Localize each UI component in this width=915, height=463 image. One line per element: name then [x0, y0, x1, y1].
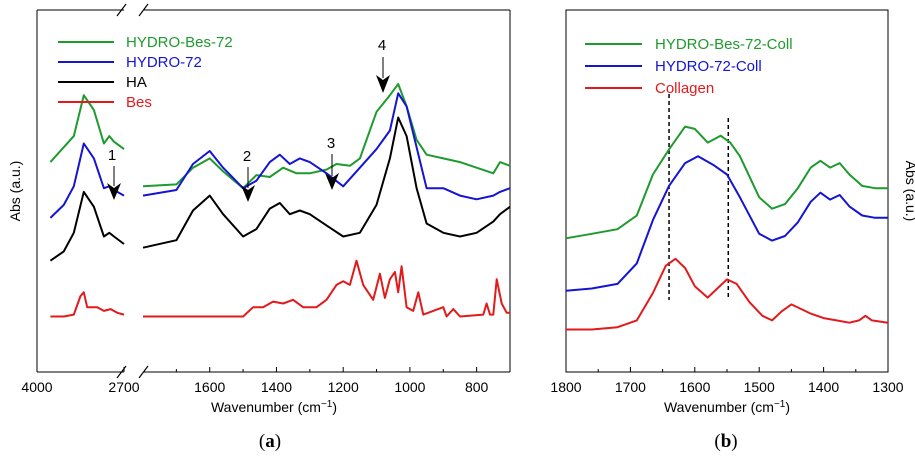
panel-b-tick-label: 1300: [872, 379, 903, 395]
panel-a-ylabel: Abs (a.u.): [7, 161, 23, 222]
panel-b-chart: 1800 1700 1600 1500 1400 1300 Wavenumber (cm−…: [550, 9, 915, 415]
axis-break-mark-top-2: [138, 3, 149, 17]
annotation-label-2: 2: [243, 148, 251, 165]
panel-b-tick-label: 1800: [550, 379, 581, 395]
panel-b-series: [565, 125, 889, 331]
axis-break-mark-bottom-2: [138, 365, 149, 379]
panel-a-series: [49, 83, 511, 318]
annotation-arrow-4-head: [376, 75, 390, 93]
series-line-hydro-bes-72-left: [49, 94, 125, 163]
series-line-ha-left: [49, 190, 125, 262]
series-line-hydro-72-right: [142, 92, 511, 201]
panel-a-right-tick-label: 1400: [261, 379, 292, 395]
legend-label-collagen: Collagen: [655, 80, 714, 97]
annotation-arrow-2-head: [241, 185, 255, 202]
panel-a-right-tick-label: 800: [465, 379, 489, 395]
panel-a-right-tick-label: 1200: [328, 379, 359, 395]
panel-a-ticks: 4000 2700 1600 1400 1200 1000 800: [21, 367, 511, 395]
legend-label-hydro-72: HYDRO-72: [126, 54, 202, 71]
annotation-label-1: 1: [108, 147, 116, 164]
annotation-label-4: 4: [378, 37, 386, 54]
panel-b-ylabel-text: Abs (a.u.): [903, 161, 915, 222]
panel-b-tick-label: 1400: [808, 379, 839, 395]
panel-b-ylabel: Abs (a.u.): [903, 161, 915, 222]
axis-break-mark-top-1: [116, 3, 127, 17]
series-line-collagen: [566, 257, 889, 331]
panel-a-caption: (a): [259, 431, 281, 452]
series-line-hydro-72-coll: [565, 155, 888, 292]
legend-label-hydro-72-coll: HYDRO-72-Coll: [655, 58, 762, 75]
panel-a-ylabel-text: Abs (a.u.): [7, 161, 23, 222]
panel-b-xlabel: Wavenumber (cm−1): [664, 399, 790, 415]
panel-b-tick-label: 1600: [679, 379, 710, 395]
panel-a-right-tick-label: 1000: [394, 379, 425, 395]
series-line-hydro-bes-72-coll: [565, 125, 888, 240]
panel-a-legend: HYDRO-Bes-72 HYDRO-72 HA Bes: [58, 34, 233, 111]
panel-a-chart: 4000 2700 1600 1400 1200 1000 800 Abs (a.u.) W…: [7, 3, 511, 415]
annotation-label-3: 3: [327, 135, 335, 152]
panel-b-ticks: 1800 1700 1600 1500 1400 1300: [550, 367, 904, 395]
legend-label-bes: Bes: [126, 94, 152, 111]
panel-a-left-tick-label: 2700: [108, 379, 139, 395]
panel-b-legend: HYDRO-Bes-72-Coll HYDRO-72-Coll Collagen: [585, 36, 793, 97]
annotation-arrow-3-head: [325, 173, 339, 190]
panel-b-tick-label: 1500: [744, 379, 775, 395]
panel-a-annotations: 1 2 3 4: [107, 37, 390, 202]
panel-a-right-tick-label: 1600: [194, 379, 225, 395]
panel-a-left-tick-label: 4000: [21, 379, 52, 395]
legend-label-hydro-bes-72-coll: HYDRO-Bes-72-Coll: [655, 36, 793, 53]
panel-a-xlabel: Wavenumber (cm−1): [211, 399, 337, 415]
legend-label-ha: HA: [126, 74, 147, 91]
series-line-bes-right: [143, 259, 510, 318]
panel-b-tick-label: 1700: [615, 379, 646, 395]
panel-b-caption: (b): [714, 431, 737, 452]
series-line-ha-right: [142, 116, 511, 249]
series-line-hydro-bes-72-right: [142, 83, 511, 190]
annotation-arrow-1-head: [107, 183, 121, 200]
legend-label-hydro-bes-72: HYDRO-Bes-72: [126, 34, 233, 51]
series-line-bes-left: [50, 291, 125, 318]
